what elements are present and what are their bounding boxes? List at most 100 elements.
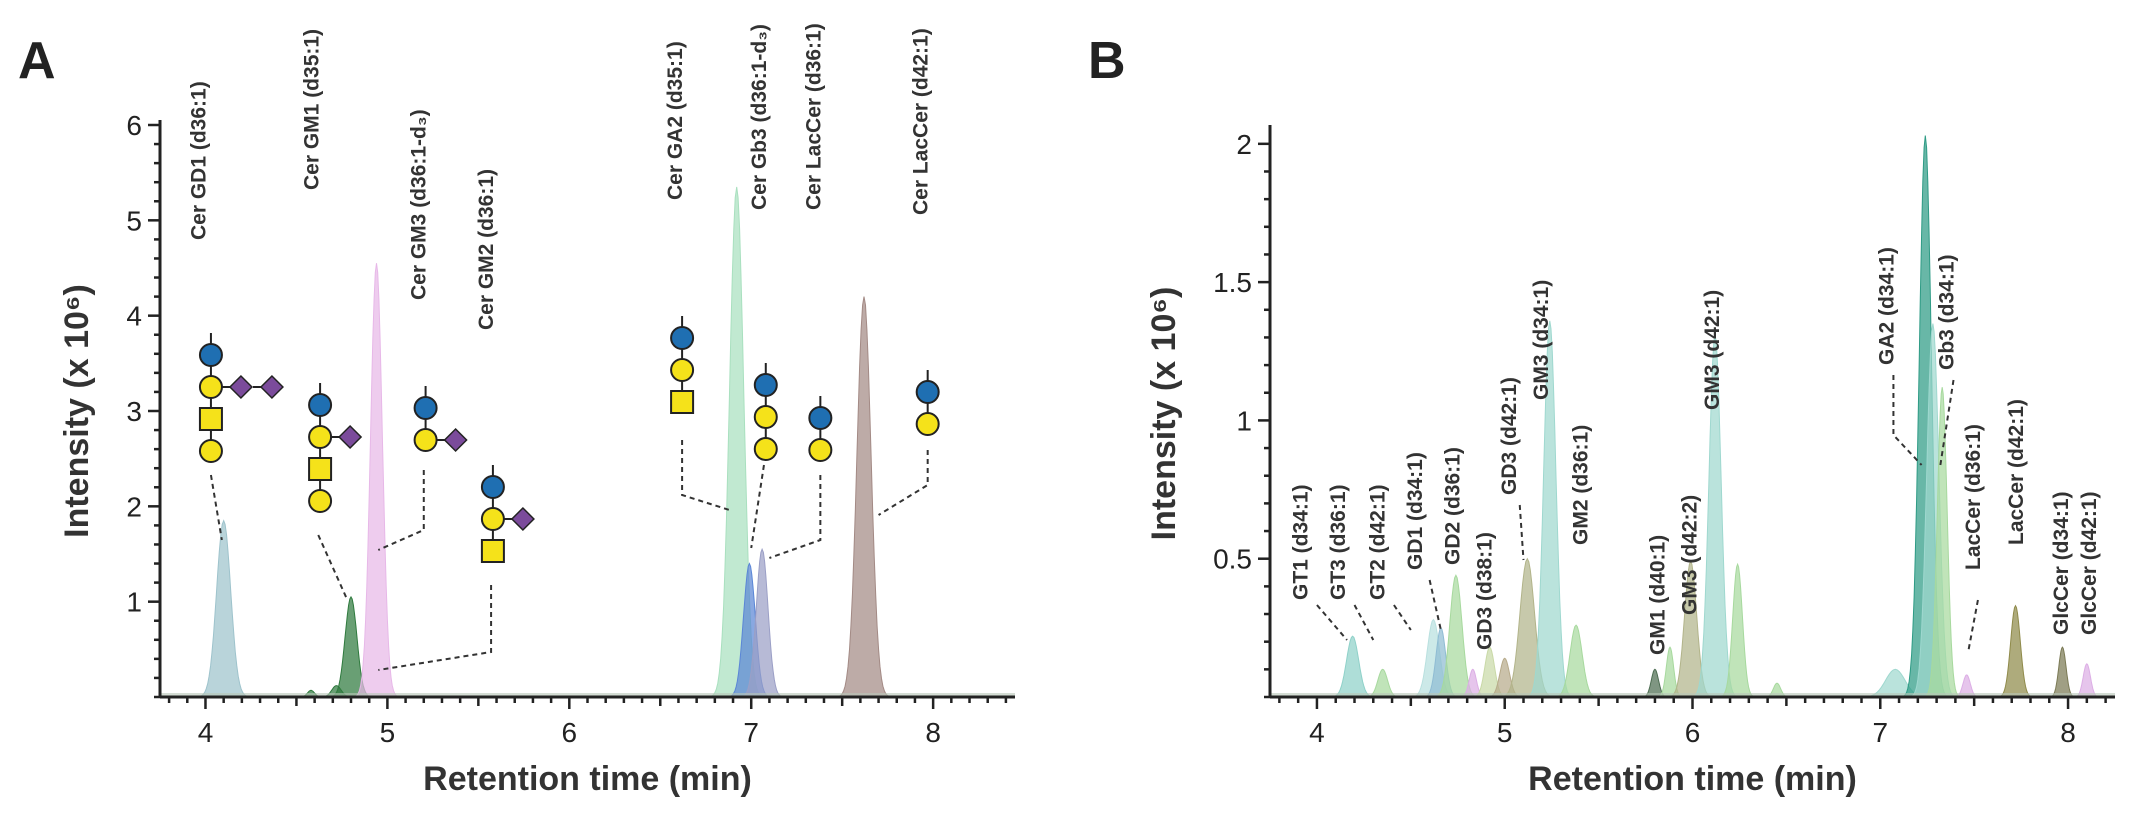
- galactose-circle-icon: [198, 439, 223, 463]
- y-tick-label: 6: [126, 110, 142, 141]
- y-tick-label: 3: [126, 396, 142, 427]
- leader-line: [681, 440, 730, 511]
- leader-line: [1518, 504, 1525, 561]
- peak-label: GlcCer (d42:1): [2078, 491, 2101, 635]
- peak-label: GD3 (d42:1): [1498, 377, 1521, 495]
- peak-label: GM2 (d36:1): [1569, 425, 1592, 545]
- x-tick-label: 7: [1872, 717, 1888, 748]
- peak-24: [2064, 663, 2110, 698]
- peak-label: Cer Gb3 (d36:1-d₃): [748, 24, 771, 210]
- peak-label: GT1 (d34:1): [1290, 484, 1313, 600]
- peak-label: GM3 (d42:1): [1701, 290, 1724, 410]
- peak-23: [2039, 646, 2085, 698]
- peak-label: GM3 (d34:1): [1530, 280, 1553, 400]
- y-axis-title: Intensity (x 10⁶): [58, 284, 96, 538]
- peak-label: Cer LacCer (d36:1): [802, 23, 825, 210]
- leader-line: [1393, 604, 1412, 631]
- peak-label: GT3 (d36:1): [1327, 484, 1350, 600]
- peak-label: LacCer (d36:1): [1962, 424, 1985, 570]
- peak-label: LacCer (d42:1): [2005, 399, 2028, 545]
- peak-label: GD3 (d38:1): [1474, 532, 1497, 650]
- galnac-square-icon: [670, 390, 695, 414]
- galactose-circle-icon: [670, 358, 695, 382]
- x-tick-label: 8: [2060, 717, 2076, 748]
- peak-label: GA2 (d34:1): [1875, 247, 1898, 365]
- glucose-circle-icon: [808, 406, 833, 430]
- peak-label: GD1 (d34:1): [1404, 452, 1427, 570]
- galactose-circle-icon: [198, 375, 223, 399]
- sialic-acid-diamond-icon: [510, 506, 535, 532]
- peak-label: Gb3 (d34:1): [1936, 254, 1959, 370]
- x-tick-label: 7: [743, 717, 759, 748]
- leader-line: [1892, 375, 1923, 466]
- panel-a-chart: 4 5 6 7 8 1 2 3 4 5 6 Retention time (min) Intensity…: [58, 23, 1015, 798]
- peak-label: Cer GM1 (d35:1): [300, 29, 323, 190]
- leader-line: [1353, 604, 1375, 641]
- galactose-circle-icon: [915, 412, 940, 436]
- leader-line: [1316, 604, 1348, 641]
- x-tick-label: 5: [380, 717, 396, 748]
- glucose-circle-icon: [308, 393, 333, 417]
- glucose-circle-icon: [480, 475, 505, 499]
- peak-label: GlcCer (d34:1): [2050, 491, 2073, 635]
- leader-line: [377, 470, 425, 551]
- baseline-signal: [1270, 693, 2115, 697]
- y-tick-label: 4: [126, 301, 142, 332]
- glucose-circle-icon: [753, 373, 778, 397]
- leader-line: [378, 585, 493, 671]
- galactose-circle-icon: [808, 438, 833, 462]
- baseline-signal: [160, 693, 1015, 697]
- y-tick-label: 1.5: [1213, 267, 1252, 298]
- leader-line: [878, 450, 929, 516]
- galnac-square-icon: [480, 539, 505, 563]
- panel-b-chart: 4 5 6 7 8 0.5 1 1.5 2 Retention time (min) Intensi…: [1145, 125, 2115, 798]
- peak-label: Cer LacCer (d42:1): [910, 28, 933, 215]
- panel-letter-b: B: [1088, 32, 1126, 90]
- x-tick-label: 6: [1685, 717, 1701, 748]
- peak-label: Cer GA2 (d35:1): [664, 41, 687, 200]
- galactose-circle-icon: [480, 507, 505, 531]
- glucose-circle-icon: [413, 396, 438, 420]
- sialic-acid-diamond-icon: [259, 374, 284, 400]
- peak-22: [1985, 604, 2046, 698]
- peak-label: GM1 (d40:1): [1646, 535, 1669, 655]
- x-tick-label: 5: [1497, 717, 1513, 748]
- peak-label: Cer GD1 (d36:1): [187, 81, 210, 240]
- leader-line: [1967, 599, 1979, 651]
- sialic-acid-diamond-icon: [228, 374, 253, 400]
- galactose-circle-icon: [753, 405, 778, 429]
- galactose-circle-icon: [753, 437, 778, 461]
- x-tick-label: 8: [925, 717, 941, 748]
- x-tick-label: 4: [198, 717, 214, 748]
- leader-line: [209, 474, 223, 541]
- panel-letter-a: A: [18, 32, 56, 90]
- x-axis-title: Retention time (min): [423, 760, 752, 798]
- galnac-square-icon: [308, 457, 333, 481]
- peak-label: GD2 (d36:1): [1442, 447, 1465, 565]
- y-tick-label: 1: [126, 587, 142, 618]
- y-axis-title: Intensity (x 10⁶): [1145, 287, 1183, 541]
- peak-8: [820, 296, 908, 698]
- glucose-circle-icon: [198, 343, 223, 367]
- peak-label: GM3 (d42:2): [1678, 495, 1701, 615]
- sialic-acid-diamond-icon: [338, 424, 363, 450]
- sialic-acid-diamond-icon: [443, 427, 468, 453]
- peak-label: GT2 (d42:1): [1367, 484, 1390, 600]
- glucose-circle-icon: [915, 380, 940, 404]
- y-tick-label: 5: [126, 205, 142, 236]
- leader-line: [769, 475, 822, 559]
- glucose-circle-icon: [670, 326, 695, 350]
- peak-label: Cer GM3 (d36:1-d₃): [408, 109, 431, 300]
- y-tick-label: 0.5: [1213, 544, 1252, 575]
- y-tick-label: 2: [1236, 129, 1252, 160]
- galactose-circle-icon: [308, 489, 333, 513]
- galnac-square-icon: [198, 407, 223, 431]
- galactose-circle-icon: [413, 428, 438, 452]
- x-axis-title: Retention time (min): [1528, 760, 1857, 798]
- peak-0: [180, 519, 268, 698]
- y-tick-label: 2: [126, 491, 142, 522]
- x-tick-label: 4: [1309, 717, 1325, 748]
- galactose-circle-icon: [308, 425, 333, 449]
- leader-line: [317, 534, 349, 601]
